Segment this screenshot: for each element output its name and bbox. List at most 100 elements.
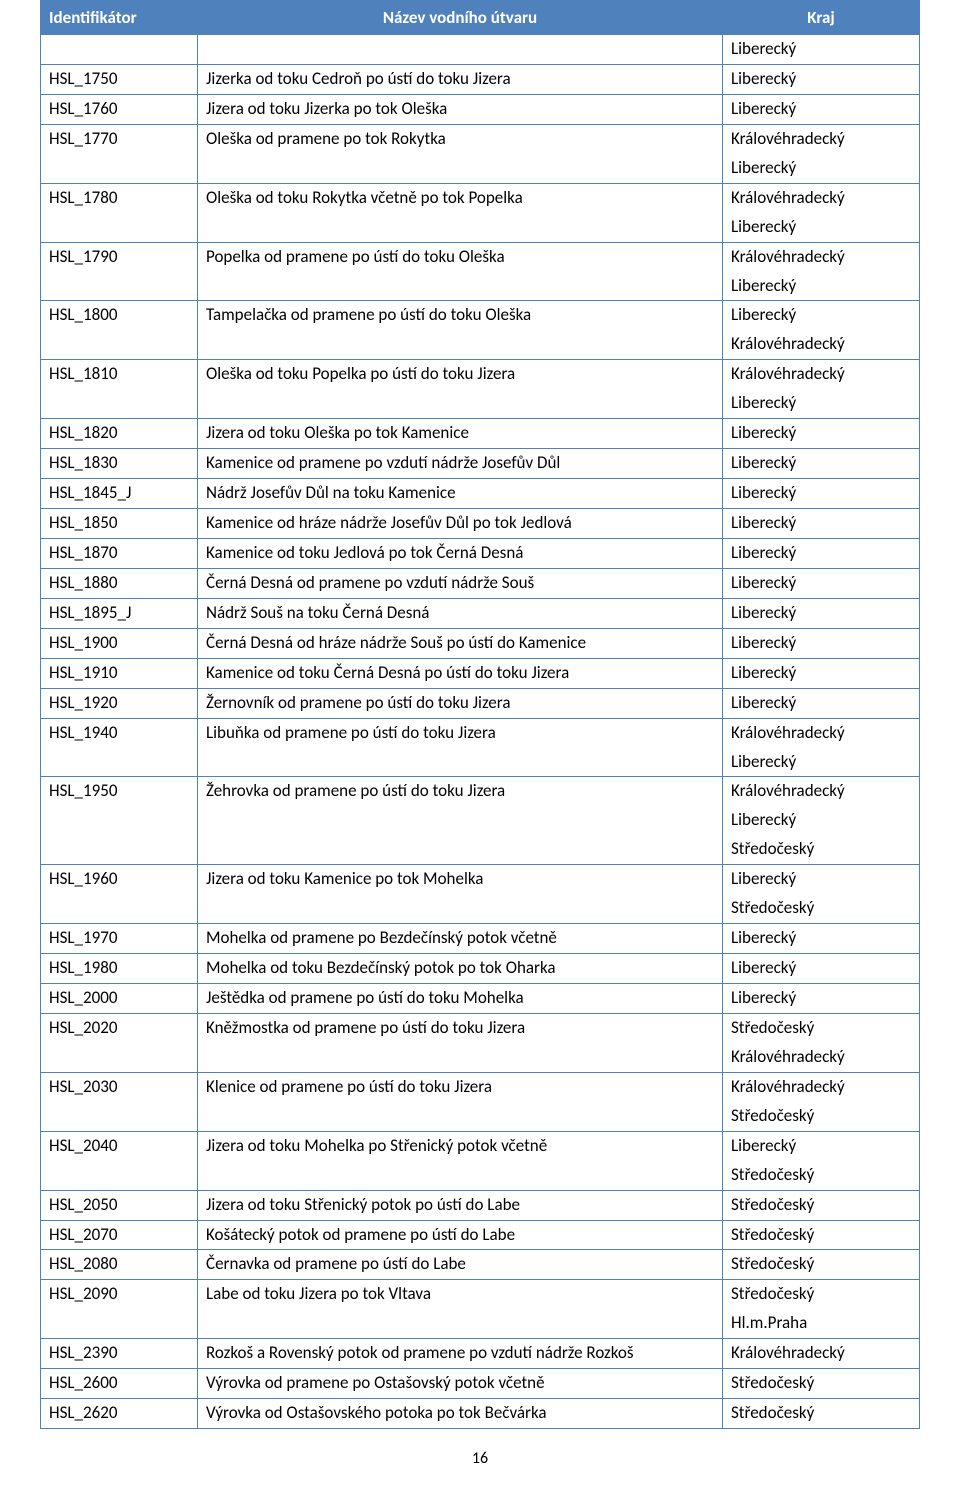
- table-row: HSL_1880Černá Desná od pramene po vzdutí…: [41, 568, 920, 598]
- cell-region: Liberecký: [723, 509, 920, 539]
- cell-region: Liberecký: [723, 628, 920, 658]
- cell-id: [41, 748, 198, 777]
- cell-id: [41, 806, 198, 835]
- cell-name: Ještědka od pramene po ústí do toku Mohe…: [198, 984, 723, 1014]
- table-row: HSL_1780Oleška od toku Rokytka včetně po…: [41, 183, 920, 212]
- cell-name: Tampelačka od pramene po ústí do toku Ol…: [198, 301, 723, 330]
- table-row: Liberecký: [41, 806, 920, 835]
- cell-region: Liberecký: [723, 658, 920, 688]
- cell-region: Středočeský: [723, 1102, 920, 1131]
- table-row: Středočeský: [41, 835, 920, 864]
- cell-region: Liberecký: [723, 1131, 920, 1160]
- cell-id: HSL_1960: [41, 865, 198, 894]
- table-row: HSL_2020Kněžmostka od pramene po ústí do…: [41, 1013, 920, 1042]
- cell-region: Liberecký: [723, 924, 920, 954]
- table-row: HSL_2080Černavka od pramene po ústí do L…: [41, 1250, 920, 1280]
- cell-name: Libuňka od pramene po ústí do toku Jizer…: [198, 718, 723, 747]
- cell-id: HSL_1910: [41, 658, 198, 688]
- col-header-name: Název vodního útvaru: [198, 1, 723, 35]
- cell-region: Liberecký: [723, 479, 920, 509]
- table-row: Středočeský: [41, 1161, 920, 1190]
- cell-region: Královéhradecký: [723, 242, 920, 271]
- cell-region: Hl.m.Praha: [723, 1309, 920, 1338]
- cell-name: [198, 154, 723, 183]
- cell-id: HSL_2390: [41, 1339, 198, 1369]
- cell-name: Žernovník od pramene po ústí do toku Jiz…: [198, 688, 723, 718]
- cell-id: [41, 389, 198, 418]
- cell-region: Středočeský: [723, 1369, 920, 1399]
- cell-name: [198, 806, 723, 835]
- cell-name: Kamenice od toku Černá Desná po ústí do …: [198, 658, 723, 688]
- cell-region: Středočeský: [723, 1399, 920, 1429]
- cell-region: Středočeský: [723, 1280, 920, 1309]
- cell-region: Královéhradecký: [723, 1339, 920, 1369]
- cell-id: HSL_1790: [41, 242, 198, 271]
- cell-id: HSL_2050: [41, 1190, 198, 1220]
- document-page: Identifikátor Název vodního útvaru Kraj …: [0, 0, 960, 1488]
- cell-region: Středočeský: [723, 835, 920, 864]
- cell-region: Královéhradecký: [723, 1072, 920, 1101]
- table-row: HSL_1960Jizera od toku Kamenice po tok M…: [41, 865, 920, 894]
- cell-region: Liberecký: [723, 568, 920, 598]
- cell-name: [198, 213, 723, 242]
- page-number: 16: [40, 1449, 920, 1468]
- table-row: Královéhradecký: [41, 330, 920, 359]
- cell-name: Klenice od pramene po ústí do toku Jizer…: [198, 1072, 723, 1101]
- cell-id: HSL_1895_J: [41, 598, 198, 628]
- table-row: HSL_1920Žernovník od pramene po ústí do …: [41, 688, 920, 718]
- table-row: HSL_2040Jizera od toku Mohelka po Střeni…: [41, 1131, 920, 1160]
- table-row: HSL_2070Košátecký potok od pramene po ús…: [41, 1220, 920, 1250]
- cell-region: Královéhradecký: [723, 360, 920, 389]
- cell-region: Liberecký: [723, 806, 920, 835]
- cell-name: [198, 330, 723, 359]
- table-row: HSL_1980Mohelka od toku Bezdečínský poto…: [41, 954, 920, 984]
- cell-id: [41, 1309, 198, 1338]
- cell-region: Královéhradecký: [723, 1043, 920, 1072]
- cell-name: Výrovka od pramene po Ostašovský potok v…: [198, 1369, 723, 1399]
- table-row: HSL_2390Rozkoš a Rovenský potok od prame…: [41, 1339, 920, 1369]
- cell-name: Mohelka od toku Bezdečínský potok po tok…: [198, 954, 723, 984]
- cell-name: Kamenice od hráze nádrže Josefův Důl po …: [198, 509, 723, 539]
- cell-id: HSL_1750: [41, 64, 198, 94]
- cell-region: Liberecký: [723, 272, 920, 301]
- cell-region: Liberecký: [723, 449, 920, 479]
- cell-name: Nádrž Souš na toku Černá Desná: [198, 598, 723, 628]
- cell-name: [198, 748, 723, 777]
- cell-id: [41, 35, 198, 65]
- cell-name: [198, 1161, 723, 1190]
- cell-region: Liberecký: [723, 389, 920, 418]
- cell-region: Liberecký: [723, 538, 920, 568]
- table-row: HSL_1940Libuňka od pramene po ústí do to…: [41, 718, 920, 747]
- col-header-id: Identifikátor: [41, 1, 198, 35]
- cell-id: HSL_1830: [41, 449, 198, 479]
- table-row: HSL_1810Oleška od toku Popelka po ústí d…: [41, 360, 920, 389]
- cell-name: [198, 35, 723, 65]
- cell-name: Popelka od pramene po ústí do toku Olešk…: [198, 242, 723, 271]
- table-row: HSL_1790Popelka od pramene po ústí do to…: [41, 242, 920, 271]
- cell-id: HSL_1780: [41, 183, 198, 212]
- cell-name: Jizera od toku Mohelka po Střenický poto…: [198, 1131, 723, 1160]
- table-row: HSL_1910Kamenice od toku Černá Desná po …: [41, 658, 920, 688]
- cell-name: Mohelka od pramene po Bezdečínský potok …: [198, 924, 723, 954]
- cell-id: HSL_1810: [41, 360, 198, 389]
- cell-name: Kněžmostka od pramene po ústí do toku Ji…: [198, 1013, 723, 1042]
- cell-id: [41, 272, 198, 301]
- cell-name: Oleška od pramene po tok Rokytka: [198, 124, 723, 153]
- cell-id: [41, 1043, 198, 1072]
- cell-region: Liberecký: [723, 598, 920, 628]
- cell-region: Liberecký: [723, 748, 920, 777]
- cell-id: HSL_1900: [41, 628, 198, 658]
- table-row: HSL_1845_JNádrž Josefův Důl na toku Kame…: [41, 479, 920, 509]
- cell-name: [198, 272, 723, 301]
- cell-id: HSL_1970: [41, 924, 198, 954]
- cell-id: [41, 154, 198, 183]
- cell-region: Liberecký: [723, 35, 920, 65]
- cell-region: Liberecký: [723, 688, 920, 718]
- cell-region: Středočeský: [723, 1190, 920, 1220]
- cell-region: Liberecký: [723, 64, 920, 94]
- cell-name: Košátecký potok od pramene po ústí do La…: [198, 1220, 723, 1250]
- cell-id: HSL_1845_J: [41, 479, 198, 509]
- cell-name: Jizera od toku Jizerka po tok Oleška: [198, 94, 723, 124]
- table-row: HSL_2050Jizera od toku Střenický potok p…: [41, 1190, 920, 1220]
- table-row: HSL_2000Ještědka od pramene po ústí do t…: [41, 984, 920, 1014]
